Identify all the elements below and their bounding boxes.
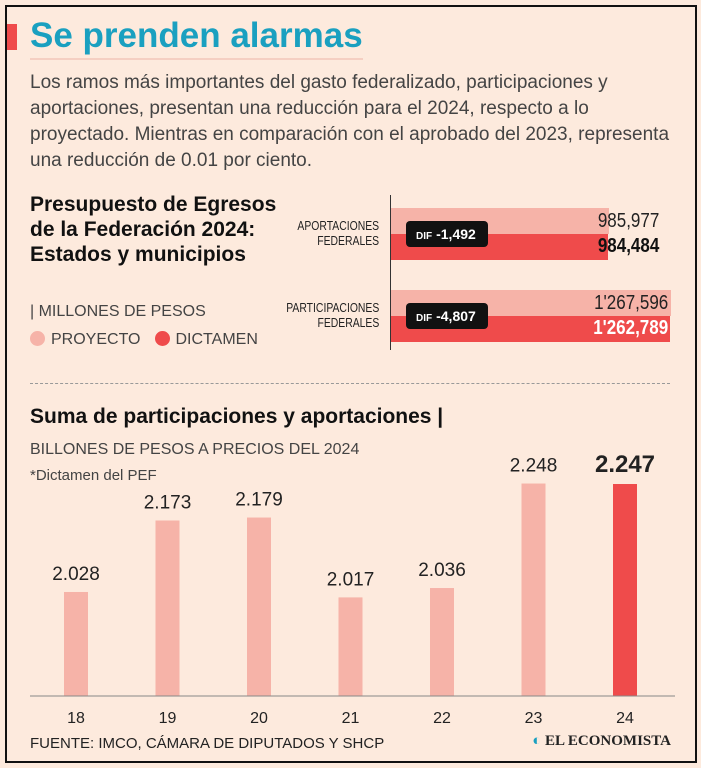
data-label: 2.028 xyxy=(52,564,100,585)
chart-note: *Dictamen del PEF xyxy=(30,467,157,484)
value-proyecto: 985,977 xyxy=(597,210,659,232)
dif-badge: DIF -1,492 xyxy=(406,221,488,247)
x-tick-label: 18 xyxy=(67,710,85,727)
data-label: 2.247 xyxy=(595,451,655,478)
title-accent xyxy=(7,24,17,50)
x-tick-label: 19 xyxy=(159,710,177,727)
x-tick-label: 21 xyxy=(342,710,360,727)
legend-dictamen: DICTAMEN xyxy=(154,331,258,349)
chart-units: BILLONES DE PESOS A PRECIOS DEL 2024 xyxy=(30,441,360,458)
bar-19 xyxy=(155,520,180,696)
bar-23 xyxy=(521,483,546,696)
data-label: 2.248 xyxy=(510,456,558,477)
x-tick-label: 23 xyxy=(525,710,543,727)
bar-18 xyxy=(64,591,88,696)
hbar-label: PARTICIPACIONES FEDERALES xyxy=(285,300,379,330)
value-dictamen: 1'262,789 xyxy=(593,317,668,339)
x-tick-label: 22 xyxy=(433,710,451,727)
data-label: 2.179 xyxy=(235,490,283,511)
value-dictamen: 984,484 xyxy=(597,235,659,257)
frame xyxy=(5,5,697,763)
source: FUENTE: IMCO, CÁMARA DE DIPUTADOS Y SHCP xyxy=(30,735,385,752)
data-label: 2.173 xyxy=(144,492,192,513)
page-title: Se prenden alarmas xyxy=(30,16,363,60)
hchart-title: Presupuesto de Egresos de la Federación … xyxy=(30,193,277,266)
chart-title: Suma de participaciones y aportaciones | xyxy=(30,405,444,428)
hbar-label: APORTACIONES FEDERALES xyxy=(297,218,379,248)
data-label: 2.017 xyxy=(327,569,375,590)
hchart-units: | MILLONES DE PESOS xyxy=(30,303,206,320)
dif-badge: DIF -4,807 xyxy=(406,303,488,329)
bar-22 xyxy=(430,588,454,696)
legend: PROYECTO DICTAMEN xyxy=(30,331,258,349)
x-tick-label: 24 xyxy=(616,710,634,727)
hchart-axis xyxy=(390,195,391,350)
intro-text: Los ramos más importantes del gasto fede… xyxy=(30,72,670,171)
x-tick-label: 20 xyxy=(250,710,268,727)
bar-21 xyxy=(338,597,363,696)
legend-proyecto: PROYECTO xyxy=(30,331,141,349)
bar-24 xyxy=(613,484,637,696)
data-label: 2.036 xyxy=(418,560,466,581)
bar-20 xyxy=(247,517,271,696)
logo: ◐ EL ECONOMISTA xyxy=(532,733,671,749)
value-proyecto: 1'267,596 xyxy=(593,292,668,314)
divider xyxy=(30,383,670,384)
